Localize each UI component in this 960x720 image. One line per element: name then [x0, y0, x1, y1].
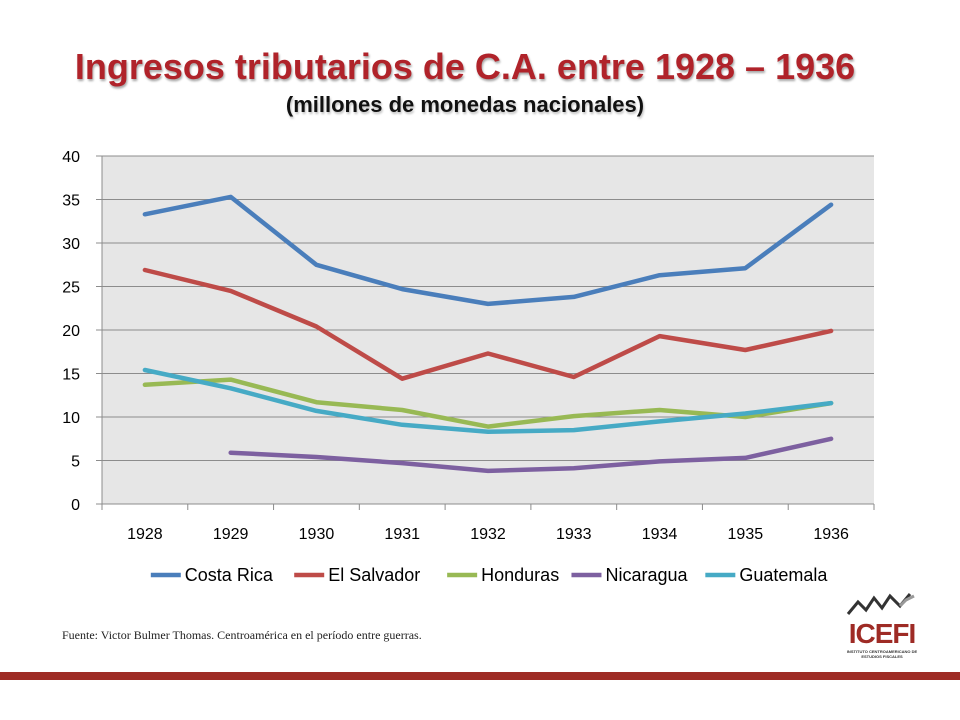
- page-title: Ingresos tributarios de C.A. entre 1928 …: [74, 46, 856, 87]
- x-tick-label: 1930: [299, 526, 335, 543]
- y-tick-label: 10: [62, 410, 80, 427]
- axes: 0 5 10 15 20 25 30 35 40 1928 1929 1930 1931 1932 1933…: [62, 149, 875, 543]
- x-tick-label: 1935: [728, 526, 764, 543]
- x-tick-label: 1934: [642, 526, 678, 543]
- legend-label-nicaragua: Nicaragua: [605, 565, 688, 585]
- legend-label-el-salvador: El Salvador: [328, 565, 420, 585]
- y-tick-label: 25: [62, 280, 80, 297]
- gridlines: [102, 155, 874, 461]
- source-note: Fuente: Victor Bulmer Thomas. Centroamér…: [62, 628, 422, 642]
- footer-band: [0, 672, 960, 680]
- x-tick-label: 1936: [813, 526, 849, 543]
- y-tick-label: 35: [62, 193, 80, 210]
- y-tick-label: 15: [62, 367, 80, 384]
- x-tick-label: 1928: [127, 526, 163, 543]
- series-lines: [142, 194, 834, 474]
- x-tick-label: 1933: [556, 526, 592, 543]
- y-tick-label: 40: [62, 149, 80, 166]
- icefi-logo-icon: [846, 593, 915, 615]
- y-tick-label: 0: [71, 497, 80, 514]
- y-tick-label: 20: [62, 323, 80, 340]
- y-tick-label: 30: [62, 236, 80, 253]
- legend-label-costa-rica: Costa Rica: [185, 565, 274, 585]
- series-line-guatemala: [142, 367, 834, 435]
- legend: Costa Rica El Salvador Honduras Nicaragua Gu…: [150, 565, 828, 585]
- series-line-costa-rica: [142, 194, 834, 307]
- legend-label-guatemala: Guatemala: [739, 565, 828, 585]
- line-chart: 0 5 10 15 20 25 30 35 40 1928 1929 1930 1931 1932 1933…: [62, 149, 875, 585]
- x-tick-label: 1931: [384, 526, 420, 543]
- series-line-nicaragua: [228, 436, 834, 474]
- page-subtitle: (millones de monedas nacionales): [285, 92, 645, 117]
- x-tick-label: 1929: [213, 526, 249, 543]
- logo-text: ICEFI: [848, 618, 917, 649]
- series-line-el-salvador: [142, 267, 834, 381]
- x-tick-label: 1932: [470, 526, 506, 543]
- y-tick-label: 5: [71, 454, 80, 471]
- legend-label-honduras: Honduras: [481, 565, 559, 585]
- logo-subtext: INSTITUTO CENTROAMERICANO DE ESTUDIOS FI…: [846, 649, 918, 659]
